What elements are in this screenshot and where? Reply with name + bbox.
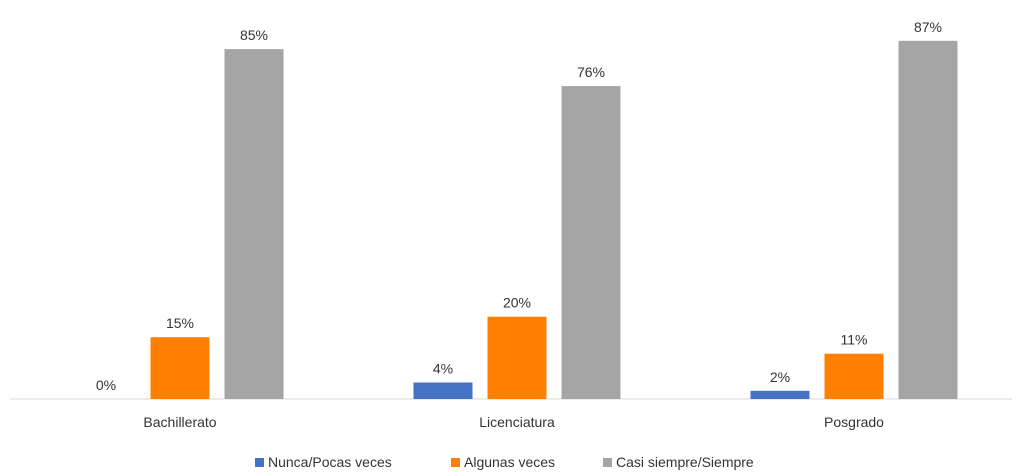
data-label: 0% bbox=[96, 377, 116, 393]
legend-swatch bbox=[255, 458, 264, 467]
legend-swatch bbox=[603, 458, 612, 467]
bar-licenciatura-series-1 bbox=[487, 316, 547, 399]
bar-posgrado-series-1 bbox=[824, 353, 884, 399]
legend-label: Casi siempre/Siempre bbox=[616, 454, 754, 470]
legend-label: Algunas veces bbox=[464, 454, 555, 470]
data-label: 15% bbox=[166, 315, 194, 331]
x-tick-labels-group: Bachillerato Licenciatura Posgrado bbox=[143, 414, 884, 430]
bar-posgrado-series-2 bbox=[898, 40, 958, 400]
bar-posgrado-series-0 bbox=[750, 390, 810, 399]
data-label: 2% bbox=[770, 369, 790, 385]
data-label: 20% bbox=[503, 295, 531, 311]
bar-licenciatura-series-0 bbox=[413, 382, 473, 399]
bar-bachillerato-series-2 bbox=[224, 49, 284, 399]
data-label: 4% bbox=[433, 361, 453, 377]
legend-swatch bbox=[451, 458, 460, 467]
bar-bachillerato-series-1 bbox=[150, 337, 210, 399]
x-tick-label: Bachillerato bbox=[143, 414, 216, 430]
data-labels-group: 0% 15% 85% 4% 20% 76% 2% 11% 87% bbox=[96, 19, 942, 393]
x-tick-label: Posgrado bbox=[824, 414, 884, 430]
data-label: 87% bbox=[914, 19, 942, 35]
legend-label: Nunca/Pocas veces bbox=[268, 454, 392, 470]
legend: Nunca/Pocas veces Algunas veces Casi siemp… bbox=[255, 454, 754, 470]
data-label: 11% bbox=[841, 332, 868, 348]
bar-licenciatura-series-2 bbox=[561, 86, 621, 399]
bars-group bbox=[150, 40, 958, 400]
data-label: 76% bbox=[577, 64, 605, 80]
data-label: 85% bbox=[240, 27, 268, 43]
x-tick-label: Licenciatura bbox=[479, 414, 555, 430]
